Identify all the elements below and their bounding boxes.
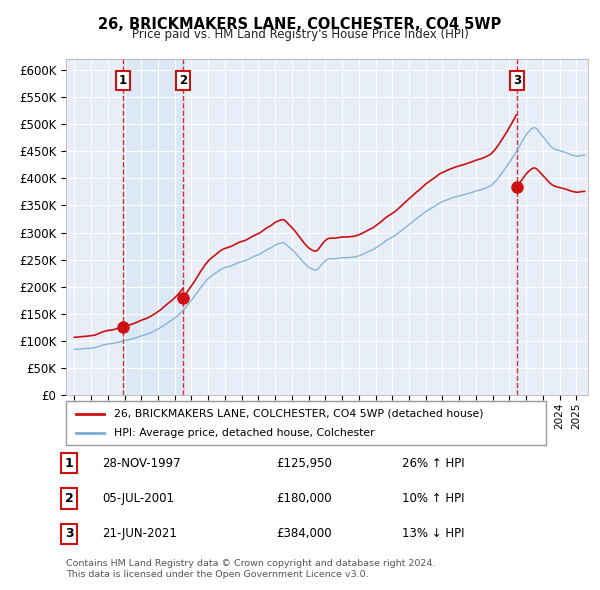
Text: 2: 2	[179, 74, 187, 87]
Text: 1: 1	[65, 457, 73, 470]
Text: 2: 2	[65, 492, 73, 505]
Text: Contains HM Land Registry data © Crown copyright and database right 2024.: Contains HM Land Registry data © Crown c…	[66, 559, 436, 568]
Text: £180,000: £180,000	[276, 492, 332, 505]
Text: £384,000: £384,000	[276, 527, 332, 540]
Text: 10% ↑ HPI: 10% ↑ HPI	[402, 492, 464, 505]
Text: 3: 3	[65, 527, 73, 540]
Text: 21-JUN-2021: 21-JUN-2021	[102, 527, 177, 540]
Text: HPI: Average price, detached house, Colchester: HPI: Average price, detached house, Colc…	[114, 428, 374, 438]
FancyBboxPatch shape	[66, 401, 546, 445]
Text: 26, BRICKMAKERS LANE, COLCHESTER, CO4 5WP: 26, BRICKMAKERS LANE, COLCHESTER, CO4 5W…	[98, 17, 502, 31]
Text: 13% ↓ HPI: 13% ↓ HPI	[402, 527, 464, 540]
Text: Price paid vs. HM Land Registry's House Price Index (HPI): Price paid vs. HM Land Registry's House …	[131, 28, 469, 41]
Text: 28-NOV-1997: 28-NOV-1997	[102, 457, 181, 470]
Bar	[123, 59, 183, 395]
Text: 1: 1	[119, 74, 127, 87]
Text: This data is licensed under the Open Government Licence v3.0.: This data is licensed under the Open Gov…	[66, 571, 368, 579]
Text: 26, BRICKMAKERS LANE, COLCHESTER, CO4 5WP (detached house): 26, BRICKMAKERS LANE, COLCHESTER, CO4 5W…	[114, 409, 484, 418]
Text: 3: 3	[513, 74, 521, 87]
Text: 26% ↑ HPI: 26% ↑ HPI	[402, 457, 464, 470]
Text: 05-JUL-2001: 05-JUL-2001	[102, 492, 174, 505]
Text: £125,950: £125,950	[276, 457, 332, 470]
